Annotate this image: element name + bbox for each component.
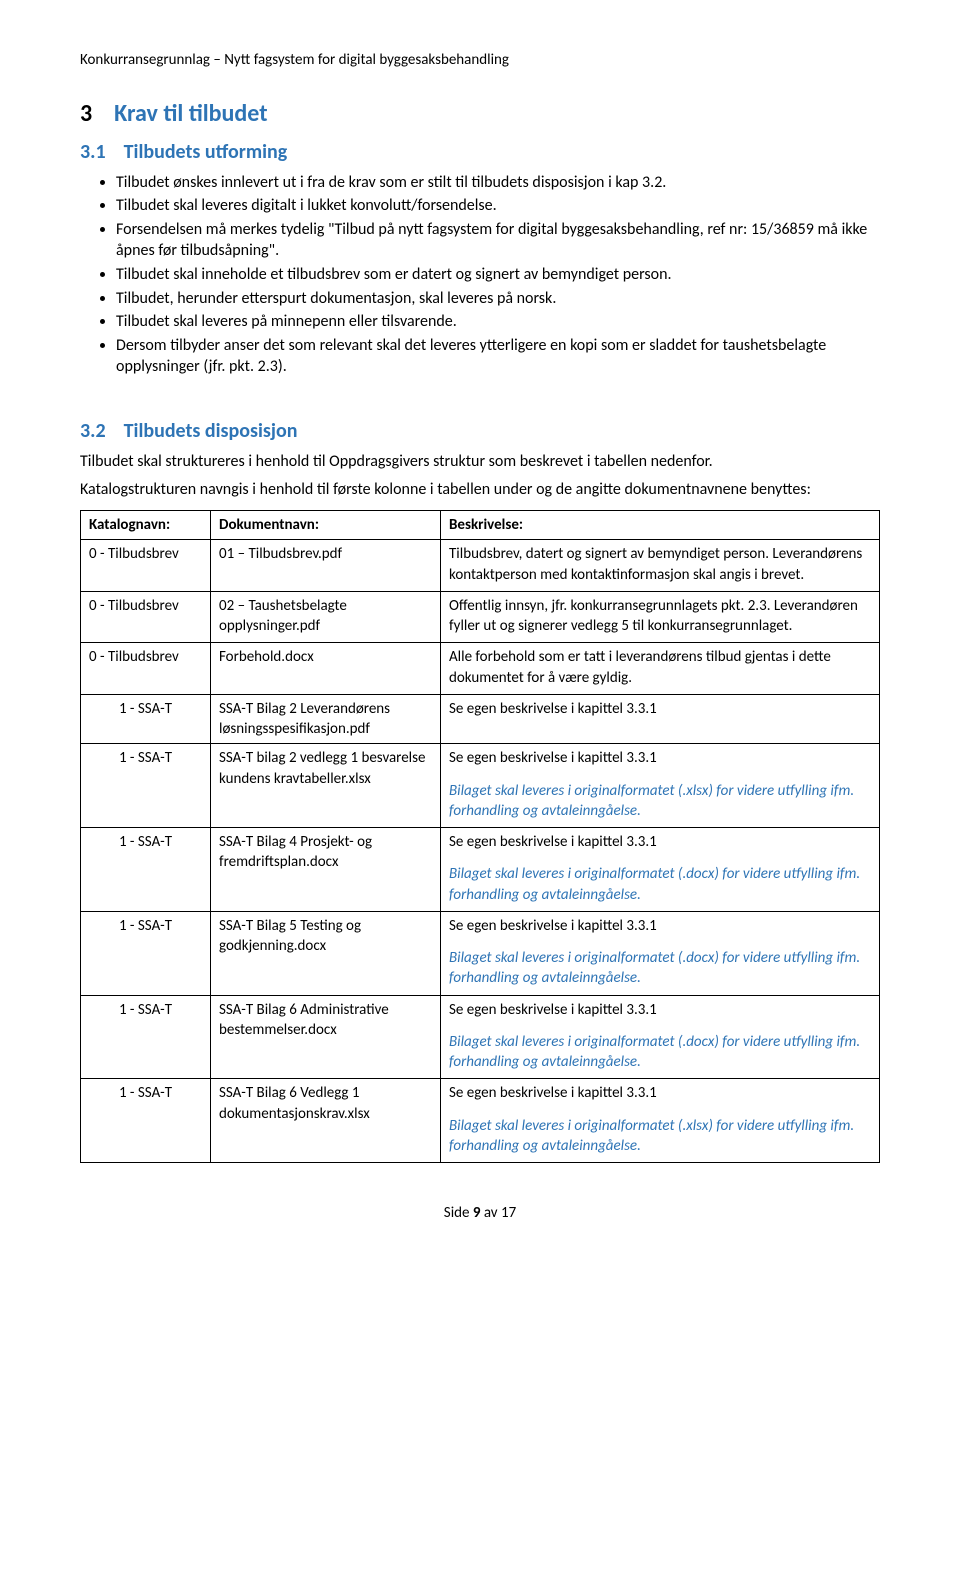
description-cell: Tilbudsbrev, datert og signert av bemynd… — [441, 540, 880, 592]
catalog-name-cell: 1 - SSA-T — [81, 995, 211, 1079]
bullet-item: Tilbudet ønskes innlevert ut i fra de kr… — [116, 172, 880, 194]
table-row: 0 - Tilbudsbrev02 – Taushetsbelagte oppl… — [81, 591, 880, 643]
catalog-name-cell: 0 - Tilbudsbrev — [81, 540, 211, 592]
catalog-name-cell: 1 - SSA-T — [81, 911, 211, 995]
table-row: 1 - SSA-TSSA-T Bilag 2 Leverandørens løs… — [81, 694, 880, 744]
footer-pre: Side — [444, 1204, 473, 1222]
table-row: 1 - SSA-TSSA-T bilag 2 vedlegg 1 besvare… — [81, 744, 880, 828]
table-row: 0 - Tilbudsbrev01 – Tilbudsbrev.pdfTilbu… — [81, 540, 880, 592]
section-number: 3 — [80, 99, 92, 128]
document-name-cell: 01 – Tilbudsbrev.pdf — [211, 540, 441, 592]
subsection-3-1-title: 3.1 Tilbudets utforming — [80, 139, 880, 166]
subsection-number: 3.1 — [80, 140, 106, 164]
description-cell: Alle forbehold som er tatt i leverandøre… — [441, 643, 880, 695]
description-text: Se egen beskrivelse i kapittel 3.3.1 — [449, 1000, 871, 1020]
document-name-cell: SSA-T Bilag 5 Testing og godkjenning.doc… — [211, 911, 441, 995]
description-cell: Se egen beskrivelse i kapittel 3.3.1 Bila… — [441, 744, 880, 828]
description-text: Se egen beskrivelse i kapittel 3.3.1 — [449, 699, 871, 719]
document-name-cell: Forbehold.docx — [211, 643, 441, 695]
description-cell: Offentlig innsyn, jfr. konkurransegrunnl… — [441, 591, 880, 643]
subsection-text: Tilbudets disposisjon — [124, 419, 298, 443]
catalog-name-cell: 1 - SSA-T — [81, 828, 211, 912]
description-cell: Se egen beskrivelse i kapittel 3.3.1 Bila… — [441, 995, 880, 1079]
description-text: Tilbudsbrev, datert og signert av bemynd… — [449, 544, 871, 585]
footer-post: av 17 — [480, 1204, 516, 1222]
table-row: 0 - TilbudsbrevForbehold.docxAlle forbeh… — [81, 643, 880, 695]
description-text: Alle forbehold som er tatt i leverandøre… — [449, 647, 871, 688]
subsection-number: 3.2 — [80, 419, 106, 443]
document-name-cell: SSA-T bilag 2 vedlegg 1 besvarelse kunde… — [211, 744, 441, 828]
document-name-cell: SSA-T Bilag 4 Prosjekt- og fremdriftspla… — [211, 828, 441, 912]
description-cell: Se egen beskrivelse i kapittel 3.3.1 Bila… — [441, 1079, 880, 1163]
subsection-3-2-title: 3.2 Tilbudets disposisjon — [80, 418, 880, 445]
description-text: Bilaget skal leveres i originalformatet … — [449, 1116, 871, 1157]
catalog-name-cell: 0 - Tilbudsbrev — [81, 591, 211, 643]
catalog-name-cell: 0 - Tilbudsbrev — [81, 643, 211, 695]
description-text: Se egen beskrivelse i kapittel 3.3.1 — [449, 748, 871, 768]
page-footer: Side 9 av 17 — [80, 1203, 880, 1223]
bullet-item: Dersom tilbyder anser det som relevant s… — [116, 335, 880, 378]
table-row: 1 - SSA-TSSA-T Bilag 5 Testing og godkje… — [81, 911, 880, 995]
document-header: Konkurransegrunnlag – Nytt fagsystem for… — [80, 50, 880, 70]
description-text: Bilaget skal leveres i originalformatet … — [449, 781, 871, 822]
catalog-name-cell: 1 - SSA-T — [81, 744, 211, 828]
subsection-text: Tilbudets utforming — [124, 140, 288, 164]
table-row: 1 - SSA-TSSA-T Bilag 6 Vedlegg 1 dokumen… — [81, 1079, 880, 1163]
description-text: Bilaget skal leveres i originalformatet … — [449, 1032, 871, 1073]
table-row: 1 - SSA-TSSA-T Bilag 6 Administrative be… — [81, 995, 880, 1079]
bullet-item: Tilbudet, herunder etterspurt dokumentas… — [116, 288, 880, 310]
table-header-cell: Dokumentnavn: — [211, 511, 441, 540]
paragraph: Katalogstrukturen navngis i henhold til … — [80, 479, 880, 501]
catalog-name-cell: 1 - SSA-T — [81, 1079, 211, 1163]
table-row: 1 - SSA-TSSA-T Bilag 4 Prosjekt- og frem… — [81, 828, 880, 912]
description-text: Offentlig innsyn, jfr. konkurransegrunnl… — [449, 596, 871, 637]
table-header-cell: Beskrivelse: — [441, 511, 880, 540]
section-text: Krav til tilbudet — [114, 99, 267, 128]
description-text: Se egen beskrivelse i kapittel 3.3.1 — [449, 832, 871, 852]
document-name-cell: 02 – Taushetsbelagte opplysninger.pdf — [211, 591, 441, 643]
table-header-row: Katalognavn: Dokumentnavn: Beskrivelse: — [81, 511, 880, 540]
bullet-item: Tilbudet skal leveres digitalt i lukket … — [116, 195, 880, 217]
document-name-cell: SSA-T Bilag 6 Vedlegg 1 dokumentasjonskr… — [211, 1079, 441, 1163]
description-text: Bilaget skal leveres i originalformatet … — [449, 864, 871, 905]
table-header-cell: Katalognavn: — [81, 511, 211, 540]
bullet-item: Forsendelsen må merkes tydelig "Tilbud p… — [116, 219, 880, 262]
document-name-cell: SSA-T Bilag 2 Leverandørens løsningsspes… — [211, 694, 441, 744]
description-cell: Se egen beskrivelse i kapittel 3.3.1 Bila… — [441, 911, 880, 995]
bullet-item: Tilbudet skal inneholde et tilbudsbrev s… — [116, 264, 880, 286]
description-text: Bilaget skal leveres i originalformatet … — [449, 948, 871, 989]
bullet-list-3-1: Tilbudet ønskes innlevert ut i fra de kr… — [116, 172, 880, 378]
description-cell: Se egen beskrivelse i kapittel 3.3.1 Bila… — [441, 828, 880, 912]
paragraph: Tilbudet skal struktureres i henhold til… — [80, 451, 880, 473]
description-cell: Se egen beskrivelse i kapittel 3.3.1 — [441, 694, 880, 744]
section-3-title: 3 Krav til tilbudet — [80, 98, 880, 130]
structure-table: Katalognavn: Dokumentnavn: Beskrivelse: … — [80, 510, 880, 1163]
description-text: Se egen beskrivelse i kapittel 3.3.1 — [449, 1083, 871, 1103]
document-name-cell: SSA-T Bilag 6 Administrative bestemmelse… — [211, 995, 441, 1079]
catalog-name-cell: 1 - SSA-T — [81, 694, 211, 744]
bullet-item: Tilbudet skal leveres på minnepenn eller… — [116, 311, 880, 333]
description-text: Se egen beskrivelse i kapittel 3.3.1 — [449, 916, 871, 936]
